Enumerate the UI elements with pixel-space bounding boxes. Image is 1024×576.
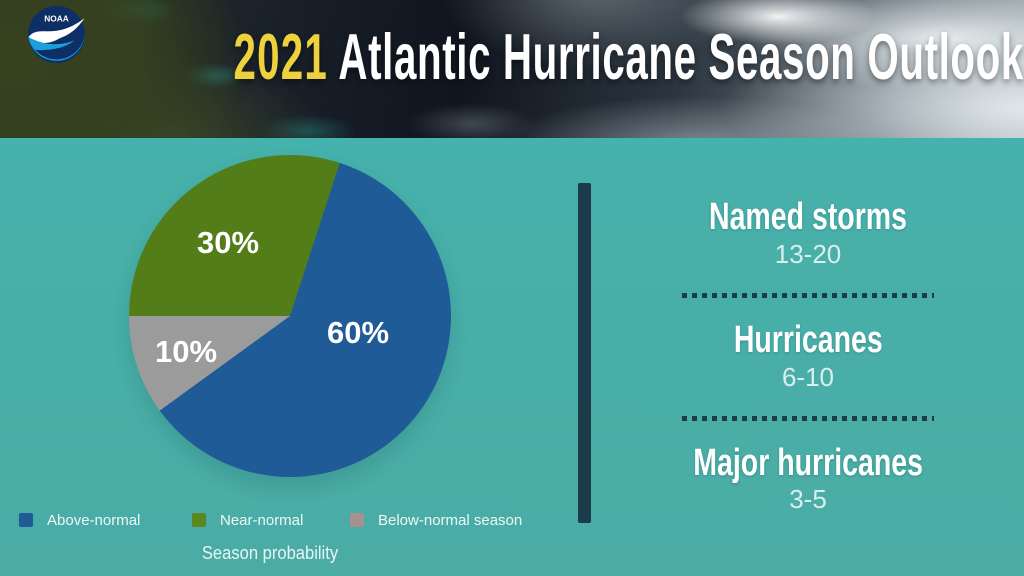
pie-slice-label-above-normal: 60%: [326, 315, 390, 350]
noaa-logo-text: NOAA: [44, 14, 69, 24]
stat-major-hurricanes: Major hurricanes 3-5: [655, 441, 961, 516]
legend-label: Below-normal season: [378, 511, 523, 529]
outlook-stats-panel: Named storms 13-20 Hurricanes 6-10 Major…: [592, 196, 1024, 516]
dotted-separator: [682, 415, 934, 421]
pie-slice-label-below-normal: 10%: [154, 334, 218, 369]
vertical-divider-bar: [578, 183, 591, 523]
legend-swatch-below-normal: [350, 513, 364, 527]
title-year: 2021: [233, 20, 329, 93]
legend-swatch-near-normal: [192, 513, 206, 527]
dotted-separator: [682, 292, 934, 298]
stat-label: Major hurricanes: [693, 441, 923, 484]
title-rest: Atlantic Hurricane Season Outlook: [328, 20, 1024, 93]
chart-title: Season probability: [201, 543, 339, 563]
legend-label: Above-normal: [47, 511, 141, 529]
stat-named-storms: Named storms 13-20: [676, 196, 940, 270]
noaa-logo: NOAA: [27, 5, 86, 64]
stat-range: 3-5: [789, 484, 827, 515]
stat-hurricanes: Hurricanes 6-10: [709, 318, 908, 393]
header-satellite-banner: NOAA 2021 Atlantic Hurricane Season Outl…: [0, 0, 1024, 138]
page-title: 2021 Atlantic Hurricane Season Outlook: [204, 24, 1023, 89]
legend-item-below-normal: Below-normal season: [350, 509, 522, 531]
legend-label: Near-normal: [220, 511, 304, 529]
season-probability-pie-chart: [129, 155, 451, 477]
legend-swatch-above-normal: [19, 513, 33, 527]
stat-label: Named storms: [708, 196, 907, 238]
stat-range: 6-10: [781, 361, 835, 392]
stat-range: 13-20: [774, 238, 842, 269]
stat-label: Hurricanes: [733, 318, 883, 361]
legend-item-above-normal: Above-normal: [19, 509, 140, 531]
legend-item-near-normal: Near-normal: [192, 509, 303, 531]
pie-slice-label-near-normal: 30%: [196, 225, 260, 260]
